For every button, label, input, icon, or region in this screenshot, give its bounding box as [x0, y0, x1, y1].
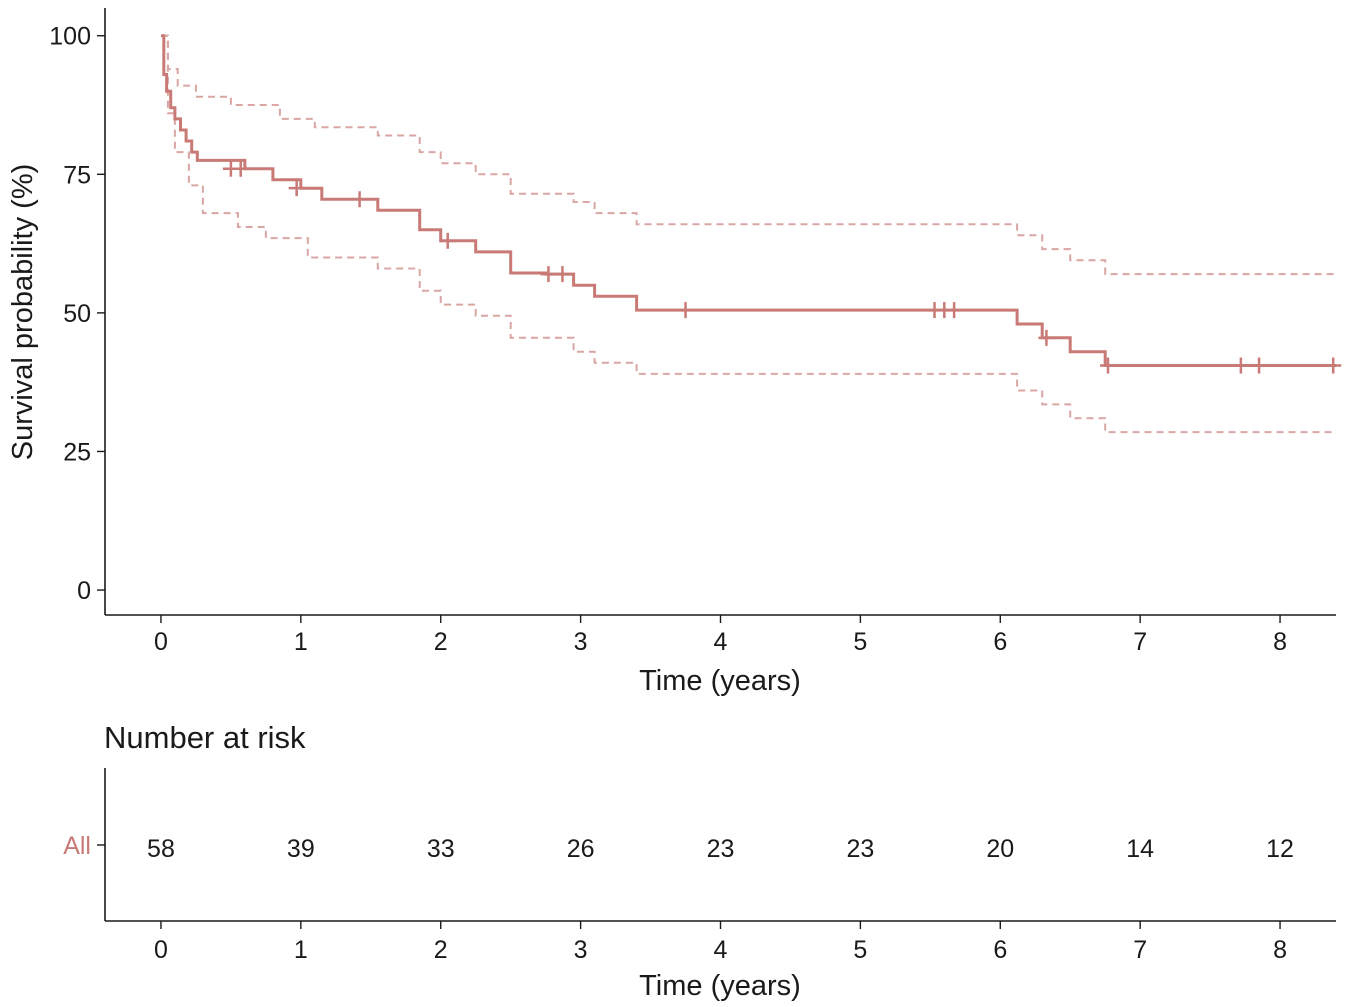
km-axes: 0 25 50 75 100 0 1 2 3 4 5 6 7 8 [49, 8, 1336, 656]
y-tick-label: 25 [63, 438, 91, 466]
risk-x-tick-label: 5 [853, 936, 867, 964]
risk-count: 23 [707, 835, 735, 863]
risk-count: 23 [846, 835, 874, 863]
risk-row-label: All [63, 832, 91, 860]
censor-mark [288, 180, 305, 197]
censor-marks [222, 160, 1342, 374]
y-axis-label: Survival probability (%) [7, 164, 39, 461]
y-tick-label: 50 [63, 300, 91, 328]
risk-table-title: Number at risk [104, 720, 306, 755]
risk-x-tick-label: 4 [714, 936, 728, 964]
censor-mark [1325, 357, 1342, 374]
censor-mark [1251, 357, 1268, 374]
survival-curve-line [161, 34, 1336, 367]
censor-mark [1099, 357, 1116, 374]
risk-rows: All 58 39 33 26 23 23 20 14 12 [63, 832, 1294, 863]
x-axis-label: Time (years) [639, 665, 801, 697]
censor-mark [439, 232, 456, 249]
risk-x-axis-label: Time (years) [639, 970, 801, 1002]
upper-ci-line [161, 34, 1336, 276]
confidence-bands [161, 34, 1336, 434]
censor-mark [1232, 357, 1249, 374]
km-plot: 0 25 50 75 100 0 1 2 3 4 5 6 7 8 Survival probability… [7, 8, 1342, 697]
x-tick-label: 0 [154, 628, 168, 656]
risk-count: 26 [567, 835, 595, 863]
censor-mark [554, 266, 571, 283]
censor-mark [232, 160, 249, 177]
y-tick-label: 0 [77, 577, 91, 605]
risk-x-tick-label: 1 [294, 936, 308, 964]
y-tick-label: 75 [63, 161, 91, 189]
censor-mark [946, 302, 963, 319]
x-tick-label: 6 [993, 628, 1007, 656]
x-tick-label: 4 [714, 628, 728, 656]
censor-mark [1038, 329, 1055, 346]
censor-mark [677, 302, 694, 319]
risk-x-tick-label: 0 [154, 936, 168, 964]
x-tick-label: 5 [853, 628, 867, 656]
censor-mark [540, 266, 557, 283]
risk-count: 20 [986, 835, 1014, 863]
survival-curve-group [161, 34, 1336, 367]
censor-mark [351, 191, 368, 208]
x-tick-label: 7 [1133, 628, 1147, 656]
risk-count: 12 [1266, 835, 1294, 863]
risk-count: 14 [1126, 835, 1154, 863]
risk-count: 39 [287, 835, 315, 863]
risk-x-tick-label: 7 [1133, 936, 1147, 964]
x-tick-label: 8 [1273, 628, 1287, 656]
x-tick-label: 2 [434, 628, 448, 656]
x-tick-label: 1 [294, 628, 308, 656]
x-tick-label: 3 [574, 628, 588, 656]
risk-count: 58 [147, 835, 175, 863]
risk-x-tick-label: 3 [574, 936, 588, 964]
risk-x-tick-label: 6 [993, 936, 1007, 964]
risk-x-tick-label: 8 [1273, 936, 1287, 964]
lower-ci-line [161, 34, 1336, 434]
y-tick-label: 100 [49, 23, 91, 51]
risk-x-tick-label: 2 [434, 936, 448, 964]
risk-count: 33 [427, 835, 455, 863]
